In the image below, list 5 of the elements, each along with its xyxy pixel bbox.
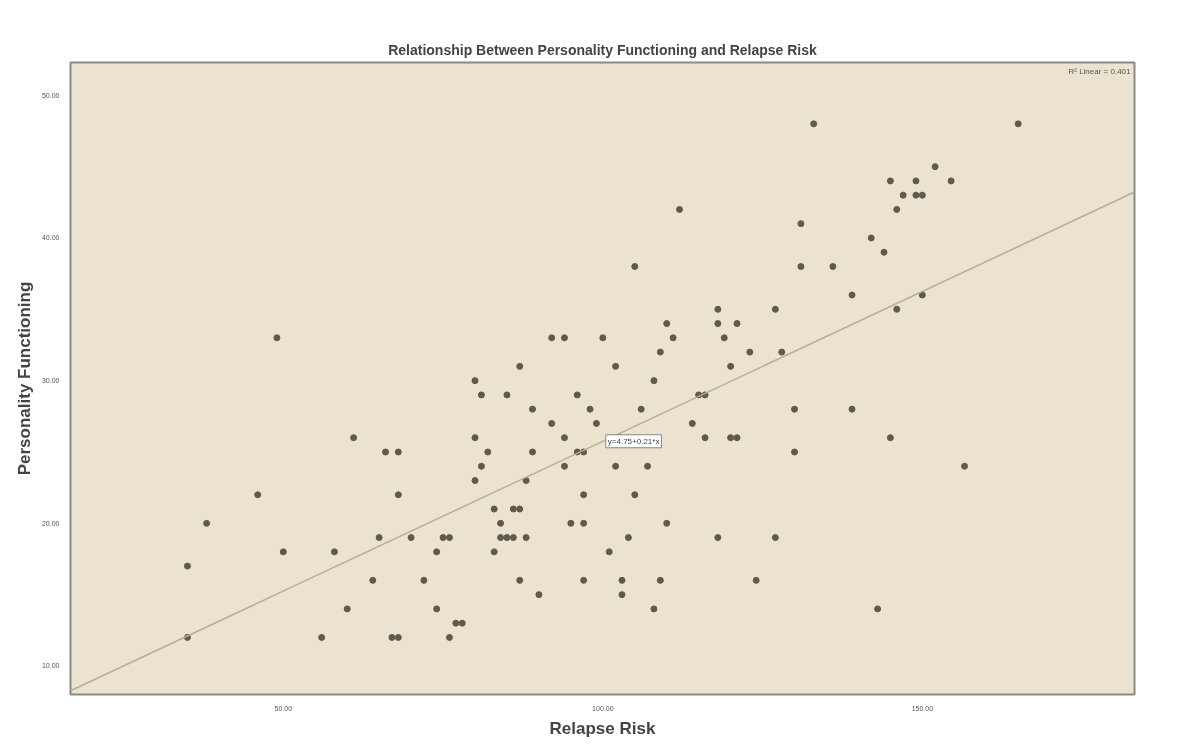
annotation: y=4.75+0.21*x <box>607 436 660 446</box>
x-axis-title: Relapse Risk <box>549 718 656 738</box>
chart-title: Relationship Between Personality Functioning and Relapse Risk <box>388 41 818 58</box>
y-axis-title: Personality Functioning <box>14 281 34 476</box>
annotation: R² Linear = 0.401 <box>1068 66 1132 76</box>
